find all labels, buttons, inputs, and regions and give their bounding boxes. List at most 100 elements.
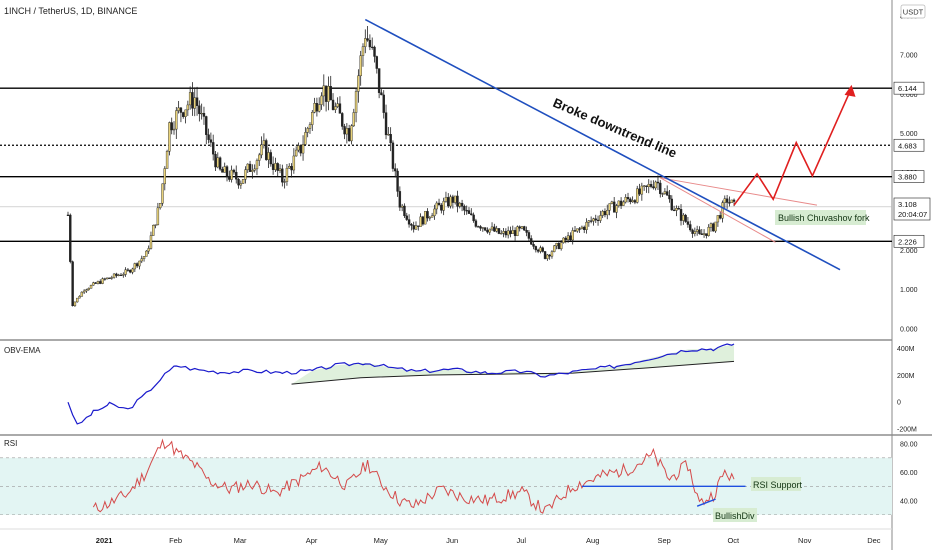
candle-body bbox=[661, 193, 664, 195]
candle-body bbox=[589, 220, 593, 222]
candle-body bbox=[631, 200, 634, 203]
candle-body bbox=[205, 116, 208, 135]
candle-body bbox=[110, 277, 113, 279]
candle-body bbox=[274, 163, 277, 170]
candle-body bbox=[191, 92, 194, 109]
candle-body bbox=[80, 291, 84, 297]
candle-body bbox=[133, 263, 137, 270]
candle-body bbox=[327, 86, 330, 102]
candle-body bbox=[271, 163, 275, 170]
candle-body bbox=[117, 274, 120, 276]
level-tag-bg-3 bbox=[893, 234, 925, 248]
rsi-tick-0: 80.00 bbox=[900, 442, 918, 449]
candle-body bbox=[122, 274, 125, 276]
candle-body bbox=[603, 211, 607, 216]
candle-body bbox=[71, 261, 74, 307]
candle-body bbox=[223, 166, 226, 173]
candle-body bbox=[138, 260, 141, 267]
candle-body bbox=[523, 226, 526, 231]
candle-body bbox=[225, 166, 229, 177]
candle-body bbox=[235, 171, 238, 180]
currency-box[interactable] bbox=[900, 4, 926, 19]
candle-body bbox=[707, 227, 710, 236]
last-price-countdown: 20:04:07 bbox=[898, 210, 927, 219]
candle-body bbox=[536, 249, 540, 252]
candle-body bbox=[424, 211, 427, 225]
candle-body bbox=[119, 274, 123, 276]
candle-body bbox=[433, 208, 436, 217]
candle-body bbox=[463, 206, 466, 211]
candle-body bbox=[670, 198, 674, 211]
candle-body bbox=[442, 201, 445, 211]
candle-body bbox=[483, 227, 487, 231]
candle-body bbox=[624, 197, 627, 203]
candle-body bbox=[377, 68, 381, 93]
candle-body bbox=[396, 170, 399, 192]
candle-body bbox=[218, 157, 222, 170]
candle-body bbox=[465, 210, 468, 212]
candle-body bbox=[221, 168, 224, 173]
candle-body bbox=[311, 112, 314, 125]
candle-body bbox=[182, 112, 185, 117]
candle-body bbox=[527, 232, 531, 239]
candle-body bbox=[702, 233, 706, 235]
candle-body bbox=[317, 104, 321, 112]
candle-body bbox=[534, 246, 538, 251]
candle-body bbox=[672, 209, 676, 211]
fork-upper-line bbox=[660, 177, 818, 206]
candle-body bbox=[458, 202, 461, 207]
candle-body bbox=[626, 197, 630, 200]
candle-body bbox=[156, 207, 160, 225]
time-tick-3: Apr bbox=[306, 536, 318, 545]
candle-body bbox=[516, 226, 519, 236]
candle-body bbox=[513, 230, 517, 236]
candle-body bbox=[96, 281, 100, 284]
candle-body bbox=[509, 230, 512, 234]
candle-body bbox=[500, 232, 503, 235]
last-price-tag bbox=[893, 197, 931, 221]
level-tag-bg-0 bbox=[893, 81, 925, 95]
candle-body bbox=[147, 248, 150, 252]
candle-body bbox=[200, 112, 203, 115]
candle-body bbox=[682, 214, 685, 221]
candle-body bbox=[304, 132, 307, 145]
candle-body bbox=[78, 296, 81, 299]
time-tick-2: Mar bbox=[234, 536, 247, 545]
candle-body bbox=[421, 216, 425, 225]
candle-body bbox=[398, 191, 402, 208]
rsi-lines bbox=[0, 438, 892, 516]
downtrend-line-segment bbox=[364, 18, 841, 271]
candle-body bbox=[725, 198, 729, 203]
price-tick-3: 5.000 bbox=[900, 131, 918, 138]
candle-body bbox=[712, 223, 715, 232]
candle-body bbox=[334, 106, 337, 110]
candle-body bbox=[198, 105, 201, 115]
candle-body bbox=[241, 179, 245, 184]
candle-body bbox=[216, 157, 219, 168]
candle-body bbox=[659, 182, 662, 194]
level-tag-label-2: 3.880 bbox=[898, 173, 917, 182]
candle-body bbox=[693, 231, 697, 234]
candle-body bbox=[161, 183, 164, 204]
candle-body bbox=[288, 166, 291, 169]
candle-body bbox=[400, 205, 404, 208]
candle-body bbox=[366, 38, 369, 41]
candle-body bbox=[85, 289, 88, 292]
candle-body bbox=[410, 224, 413, 226]
candle-body bbox=[474, 220, 478, 227]
candle-body bbox=[126, 269, 130, 271]
obv-panel-title: OBV-EMA bbox=[4, 346, 41, 355]
candle-body bbox=[299, 145, 302, 154]
candle-body bbox=[587, 220, 591, 223]
candle-body bbox=[297, 145, 300, 151]
candle-body bbox=[258, 154, 261, 161]
candle-body bbox=[686, 221, 690, 225]
candle-body bbox=[479, 226, 482, 229]
candle-body bbox=[403, 205, 406, 217]
candle-body bbox=[665, 191, 669, 196]
candle-body bbox=[375, 56, 379, 69]
candle-body bbox=[202, 112, 206, 117]
candle-body bbox=[313, 103, 316, 113]
candle-body bbox=[172, 128, 176, 131]
candle-body bbox=[179, 107, 183, 113]
